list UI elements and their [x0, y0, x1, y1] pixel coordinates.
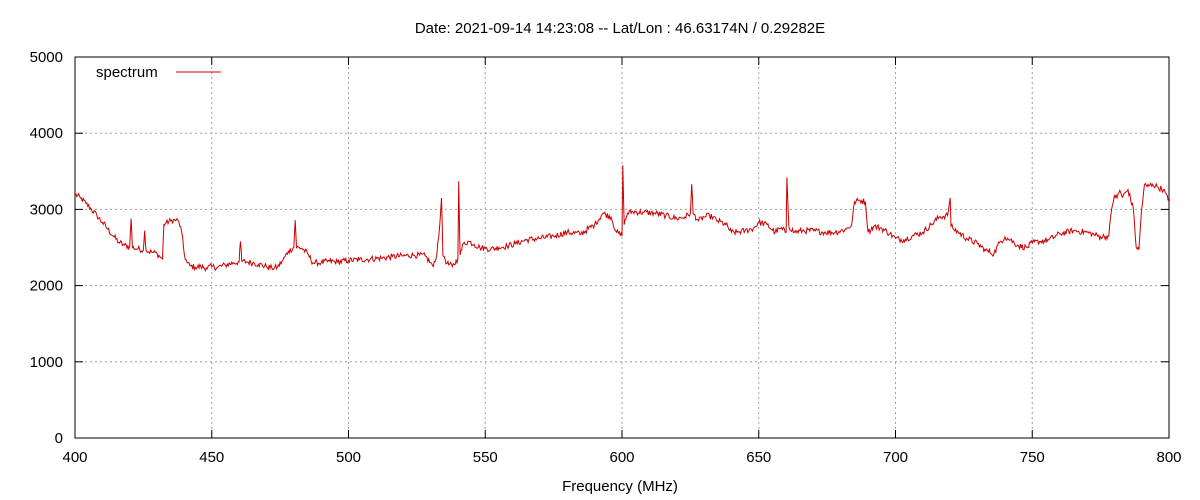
- chart-title: Date: 2021-09-14 14:23:08 -- Lat/Lon : 4…: [415, 20, 825, 37]
- legend: spectrum: [96, 64, 221, 81]
- axis-ticks: 400 450 500 550 600 650 700 750 800 0 1000 2000 3000…: [30, 49, 1182, 466]
- x-tick-label: 400: [62, 449, 87, 466]
- y-tick-label: 2000: [30, 278, 63, 295]
- x-axis-label: Frequency (MHz): [562, 478, 678, 495]
- spectrum-series-line: [74, 165, 1170, 273]
- legend-label-spectrum: spectrum: [96, 64, 158, 81]
- y-tick-label: 0: [55, 430, 63, 447]
- grid-lines: [75, 57, 1169, 438]
- x-tick-label: 450: [199, 449, 224, 466]
- x-tick-label: 750: [1020, 449, 1045, 466]
- x-tick-label: 550: [473, 449, 498, 466]
- x-tick-label: 650: [746, 449, 771, 466]
- y-tick-label: 5000: [30, 49, 63, 66]
- x-tick-label: 700: [883, 449, 908, 466]
- x-tick-label: 600: [609, 449, 634, 466]
- y-tick-label: 4000: [30, 125, 63, 142]
- y-tick-label: 1000: [30, 354, 63, 371]
- x-tick-label: 800: [1156, 449, 1181, 466]
- y-tick-label: 3000: [30, 201, 63, 218]
- x-tick-label: 500: [336, 449, 361, 466]
